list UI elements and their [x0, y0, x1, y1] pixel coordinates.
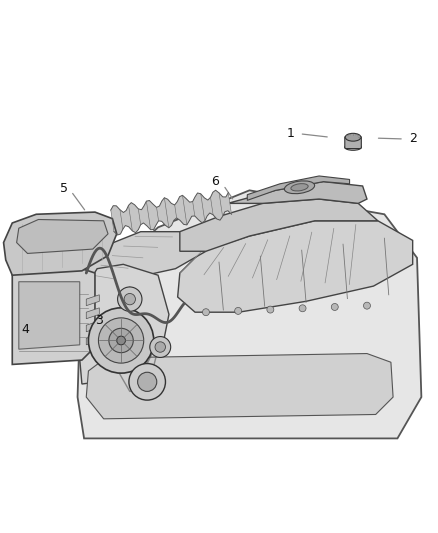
Text: 2: 2 — [409, 133, 417, 146]
Polygon shape — [86, 308, 99, 319]
Polygon shape — [79, 264, 169, 384]
Ellipse shape — [345, 133, 361, 141]
Circle shape — [235, 308, 242, 314]
Polygon shape — [19, 282, 80, 349]
Circle shape — [117, 287, 142, 311]
Polygon shape — [78, 190, 421, 439]
Polygon shape — [111, 190, 231, 235]
Polygon shape — [82, 232, 206, 284]
Circle shape — [109, 328, 133, 353]
Circle shape — [299, 305, 306, 312]
Ellipse shape — [284, 181, 314, 193]
Polygon shape — [86, 334, 99, 345]
Circle shape — [124, 294, 135, 305]
Text: 1: 1 — [287, 127, 295, 140]
Polygon shape — [4, 212, 117, 275]
Polygon shape — [86, 321, 99, 332]
Text: 3: 3 — [95, 314, 103, 327]
Polygon shape — [247, 176, 350, 200]
Circle shape — [88, 308, 154, 373]
Polygon shape — [12, 269, 95, 365]
Polygon shape — [17, 220, 108, 254]
Polygon shape — [86, 353, 393, 419]
Circle shape — [99, 318, 144, 363]
Circle shape — [331, 303, 338, 310]
Polygon shape — [180, 199, 378, 251]
Text: 5: 5 — [60, 182, 68, 195]
Text: 4: 4 — [21, 323, 29, 336]
FancyBboxPatch shape — [345, 136, 361, 149]
Circle shape — [150, 336, 171, 358]
Polygon shape — [86, 295, 99, 305]
Ellipse shape — [345, 144, 361, 150]
Circle shape — [117, 336, 125, 345]
Ellipse shape — [291, 184, 308, 191]
Circle shape — [267, 306, 274, 313]
Polygon shape — [228, 182, 367, 204]
Circle shape — [364, 302, 371, 309]
Circle shape — [129, 364, 166, 400]
Circle shape — [202, 309, 209, 316]
Circle shape — [155, 342, 166, 352]
Polygon shape — [178, 221, 413, 312]
Circle shape — [138, 372, 157, 391]
Text: 6: 6 — [211, 175, 219, 188]
